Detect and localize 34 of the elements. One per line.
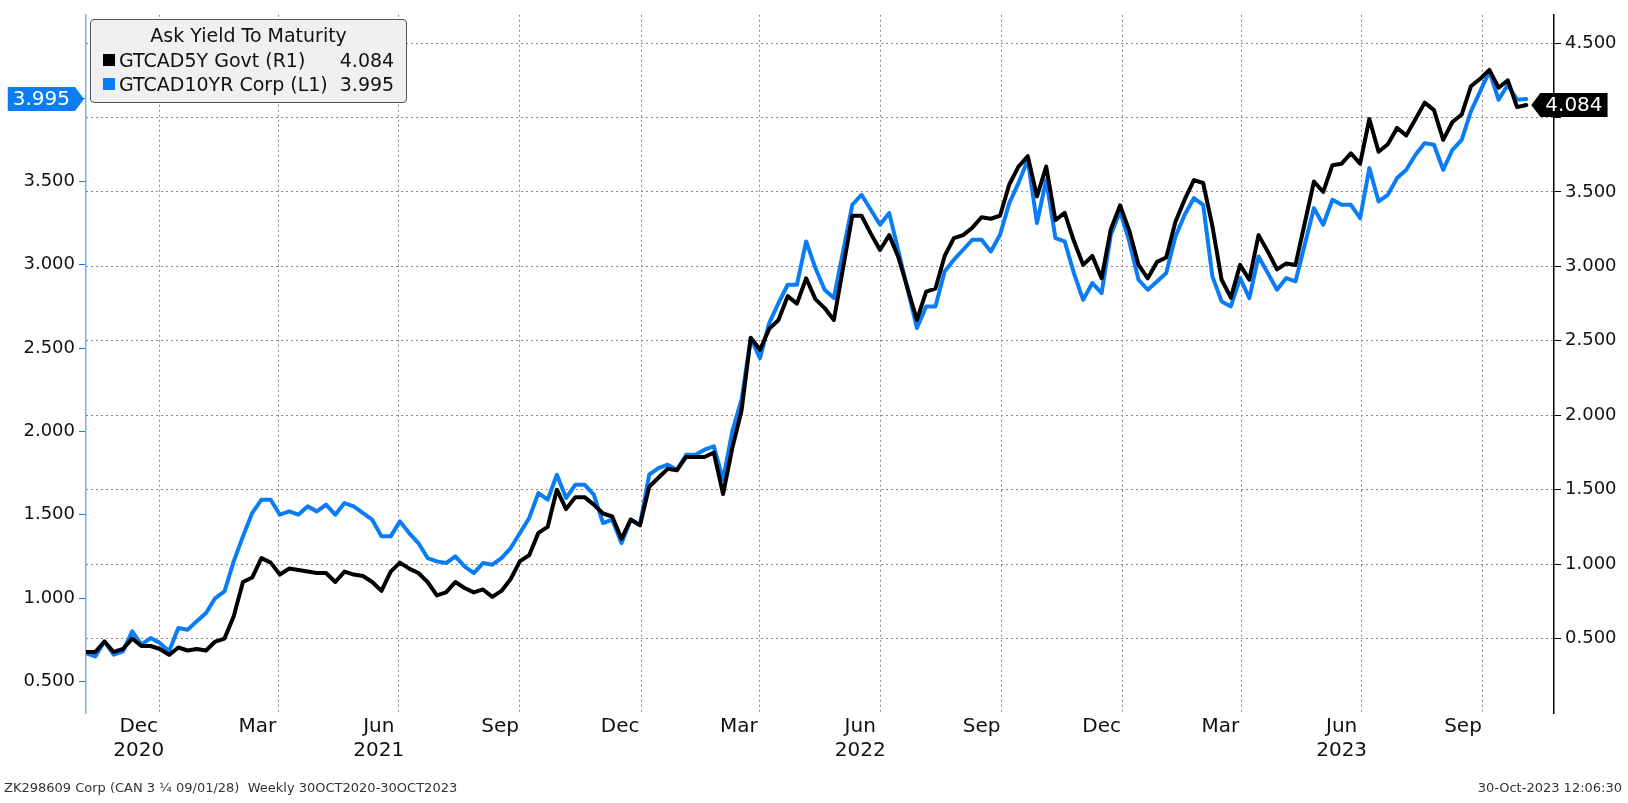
x-tick-label: Jun 2022 xyxy=(834,713,886,762)
x-tick-label: Mar xyxy=(1201,713,1240,738)
y2-tick-label: 1.000 xyxy=(1565,551,1617,573)
x-tick-label: Dec 2020 xyxy=(113,713,165,762)
y-tick-label: 1.500 xyxy=(23,502,75,524)
text: GTCAD5Y Govt (R1) 4.084 xyxy=(119,48,395,71)
y2-tick-label: 0.500 xyxy=(1565,626,1617,648)
y-tick-label: 3.500 xyxy=(23,169,75,191)
x-tick-label: Jun 2023 xyxy=(1316,713,1368,762)
x-tick-label: Mar xyxy=(238,713,278,738)
data-label: 4.084 xyxy=(1545,92,1603,117)
y-tick-label: 3.000 xyxy=(23,252,75,274)
y-tick-label: 2.000 xyxy=(23,419,75,441)
legend-title: Ask Yield To Maturity xyxy=(149,23,348,46)
y2-tick-label: 3.500 xyxy=(1565,179,1617,201)
y2-tick-label: 2.000 xyxy=(1565,402,1617,424)
y-tick-label: 1.000 xyxy=(23,585,75,607)
x-tick-label: Sep xyxy=(1444,713,1482,738)
x-tick-label: Sep xyxy=(481,713,519,738)
y-tick-label: 2.500 xyxy=(23,335,75,357)
text: ZK298609 Corp (CAN 3 ¼ 09/01/28) Weekly 30OCT2020-30OCT2023 xyxy=(4,780,458,795)
x-tick-label: Dec xyxy=(1082,713,1121,738)
x-tick-label: Mar xyxy=(720,713,759,738)
y2-tick-label: 4.500 xyxy=(1565,30,1617,52)
x-tick-label: Jun 2021 xyxy=(353,713,405,762)
text: 30-Oct-2023 12:06:30 xyxy=(1477,780,1622,795)
y2-tick-label: 2.500 xyxy=(1565,328,1617,350)
y-tick-label: 3.995 xyxy=(12,86,71,111)
x-tick-label: Sep xyxy=(962,713,1001,738)
y-tick-label: 0.500 xyxy=(23,669,75,691)
y2-tick-label: 3.000 xyxy=(1565,254,1617,276)
legend-label: GTCAD10YR Corp (L1) 3.995 xyxy=(119,71,395,96)
x-tick-label: Dec xyxy=(600,713,640,738)
y2-tick-label: 1.500 xyxy=(1565,477,1617,499)
